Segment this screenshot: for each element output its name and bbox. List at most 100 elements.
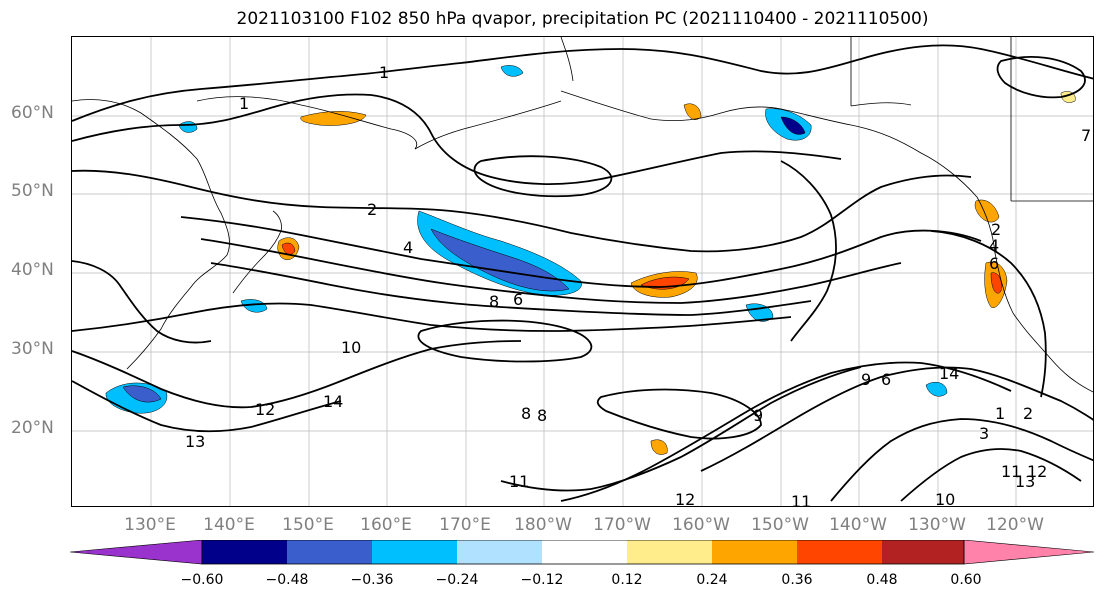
colorbar-segment [797,540,882,564]
positive-anomaly-tropics [650,439,668,455]
lon-label-180w: 180°W [514,515,572,535]
contour-label: 3 [979,424,989,443]
contour-closed-hawaii [596,388,762,440]
colorbar-segment [712,540,797,564]
border-canada-us [1010,37,1093,202]
colorbar-tick-label: −0.60 [180,572,224,588]
map-panel: 1 1 2 4 6 8 10 12 13 14 9 8 6 4 2 14 1 2… [71,36,1094,507]
map-title: 2021103100 F102 850 hPa qvapor, precipit… [236,9,929,29]
coastlines [72,37,1093,393]
negative-anomaly-aleutian-small [500,65,524,77]
colorbar-segment [372,540,457,564]
coastline-arctic [560,37,912,107]
coastline-siberia [196,96,417,150]
coastline-japan [232,210,282,294]
contour-label: 4 [989,236,999,255]
contour-label: 11 [509,472,529,491]
contour-11-east [500,366,862,492]
strong-negative-philippine-sea [122,385,162,403]
contour-labels: 1 1 2 4 6 8 10 12 13 14 9 8 6 4 2 14 1 2… [185,63,1091,507]
contour-far-east [930,230,1047,398]
contour-11-se [900,448,1082,502]
contour-label: 1 [239,94,249,113]
colorbar-tick-label: 0.36 [781,572,813,588]
lat-label-50n: 50°N [11,181,54,201]
colorbar-frame [201,540,965,565]
contour-8 [210,262,812,316]
contour-east-asia-inner [72,260,212,344]
contour-label: 14 [323,392,343,411]
negative-anomaly-baja [925,382,948,397]
lat-label-20n: 20°N [11,418,54,438]
colorbar-tick-label: −0.24 [435,572,479,588]
colorbar-segment [627,540,712,564]
contour-label: 8 [489,292,499,311]
colorbar [70,540,1095,565]
positive-anomaly-kamchatka [300,111,367,126]
contour-label: 12 [255,400,275,419]
lat-label-30n: 30°N [11,339,54,359]
lon-label-140e: 140°E [203,515,255,535]
contour-label: 8 [521,404,531,423]
contour-12-east [560,361,1012,502]
colorbar-segment [287,540,372,564]
negative-anomaly-sw-pacific [240,299,268,313]
lon-label-130w: 130°W [908,515,966,535]
lon-label-120w: 120°W [986,515,1044,535]
colorbar-tick-label: −0.36 [350,572,394,588]
contour-label: 13 [185,432,205,451]
colorbar-tick-label: −0.12 [520,572,564,588]
contour-label: 6 [989,254,999,273]
colorbar-tick-label: 0.48 [866,572,898,588]
negative-anomaly-west [178,121,198,133]
contour-label: 8 [537,406,547,425]
contour-label: 2 [367,200,377,219]
coastline-east-asia [72,99,230,370]
contour-label: 11 [791,492,811,507]
colorbar-segment [963,540,1095,565]
strong-negative-alaska [780,116,806,135]
contour-label: 9 [861,370,871,389]
colorbar-segment [882,540,964,564]
map-plot: 1 1 2 4 6 8 10 12 13 14 9 8 6 4 2 14 1 2… [72,37,1093,507]
colorbar-tick-label: 0.60 [950,572,982,588]
contour-10 [72,302,792,332]
qvapor-contours [72,44,1093,502]
lat-label-60n: 60°N [11,103,54,123]
lon-label-170e: 170°E [439,515,491,535]
lon-label-160w: 160°W [672,515,730,535]
positive-anomaly-gulf-alaska [683,103,702,120]
contour-label: 6 [513,290,523,309]
contour-closed-pacific [417,319,593,363]
contour-label: 14 [939,364,959,383]
contour-label: 13 [1015,472,1035,491]
lon-label-150w: 150°W [751,515,809,535]
contour-12 [72,340,522,409]
contour-label: 1 [995,404,1005,423]
precip-shading [105,65,1076,455]
contour-2 [72,169,972,253]
strong-positive-japan [281,242,296,255]
contour-6 [200,238,902,304]
contour-nw-closed [996,56,1086,99]
contour-label: 7 [1081,126,1091,145]
contour-1-second [72,93,842,185]
colorbar-segment [202,540,287,564]
colorbar-segment [542,540,627,564]
lon-label-170w: 170°W [593,515,651,535]
contour-label: 11 [1001,462,1021,481]
contour-label: 10 [935,490,955,507]
lon-label-130e: 130°E [124,515,176,535]
strong-positive-california [990,272,1002,294]
colorbar-tick-label: −0.48 [265,572,309,588]
contour-4 [180,216,982,288]
colorbar-tick-label: 0.12 [611,572,643,588]
lat-label-40n: 40°N [11,260,54,280]
coastline-alaska [560,90,978,198]
colorbar-segment [457,540,542,564]
contour-label: 10 [341,338,361,357]
contour-label: 4 [403,238,413,257]
contour-east-loop [780,160,837,342]
contour-10-east [830,418,1093,502]
coastline-north-america [976,196,1093,393]
